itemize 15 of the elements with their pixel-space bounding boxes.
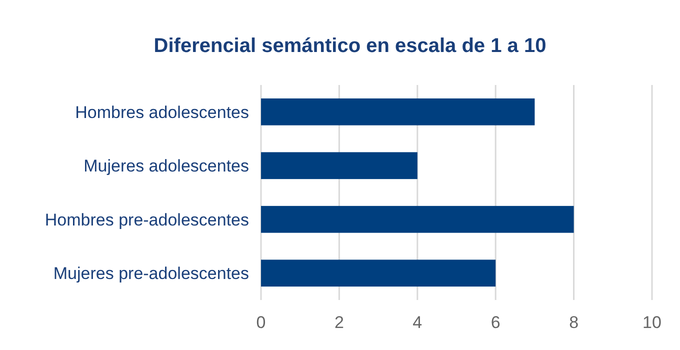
chart-title: Diferencial semántico en escala de 1 a 10 [154,35,546,57]
x-tick-label: 8 [569,313,579,332]
x-tick-label: 10 [642,313,662,332]
x-tick-label: 0 [256,313,266,332]
bar [261,260,496,287]
y-tick-label: Mujeres adolescentes [84,156,249,176]
y-tick-label: Hombres pre-adolescentes [44,210,249,230]
bar [261,98,535,126]
x-tick-label: 4 [412,313,422,332]
bar [261,152,418,180]
x-tick-label: 6 [490,313,500,332]
x-tick-label: 2 [334,313,344,332]
bar [261,206,574,233]
y-tick-label: Hombres adolescentes [75,102,249,122]
y-tick-label: Mujeres pre-adolescentes [53,264,249,284]
